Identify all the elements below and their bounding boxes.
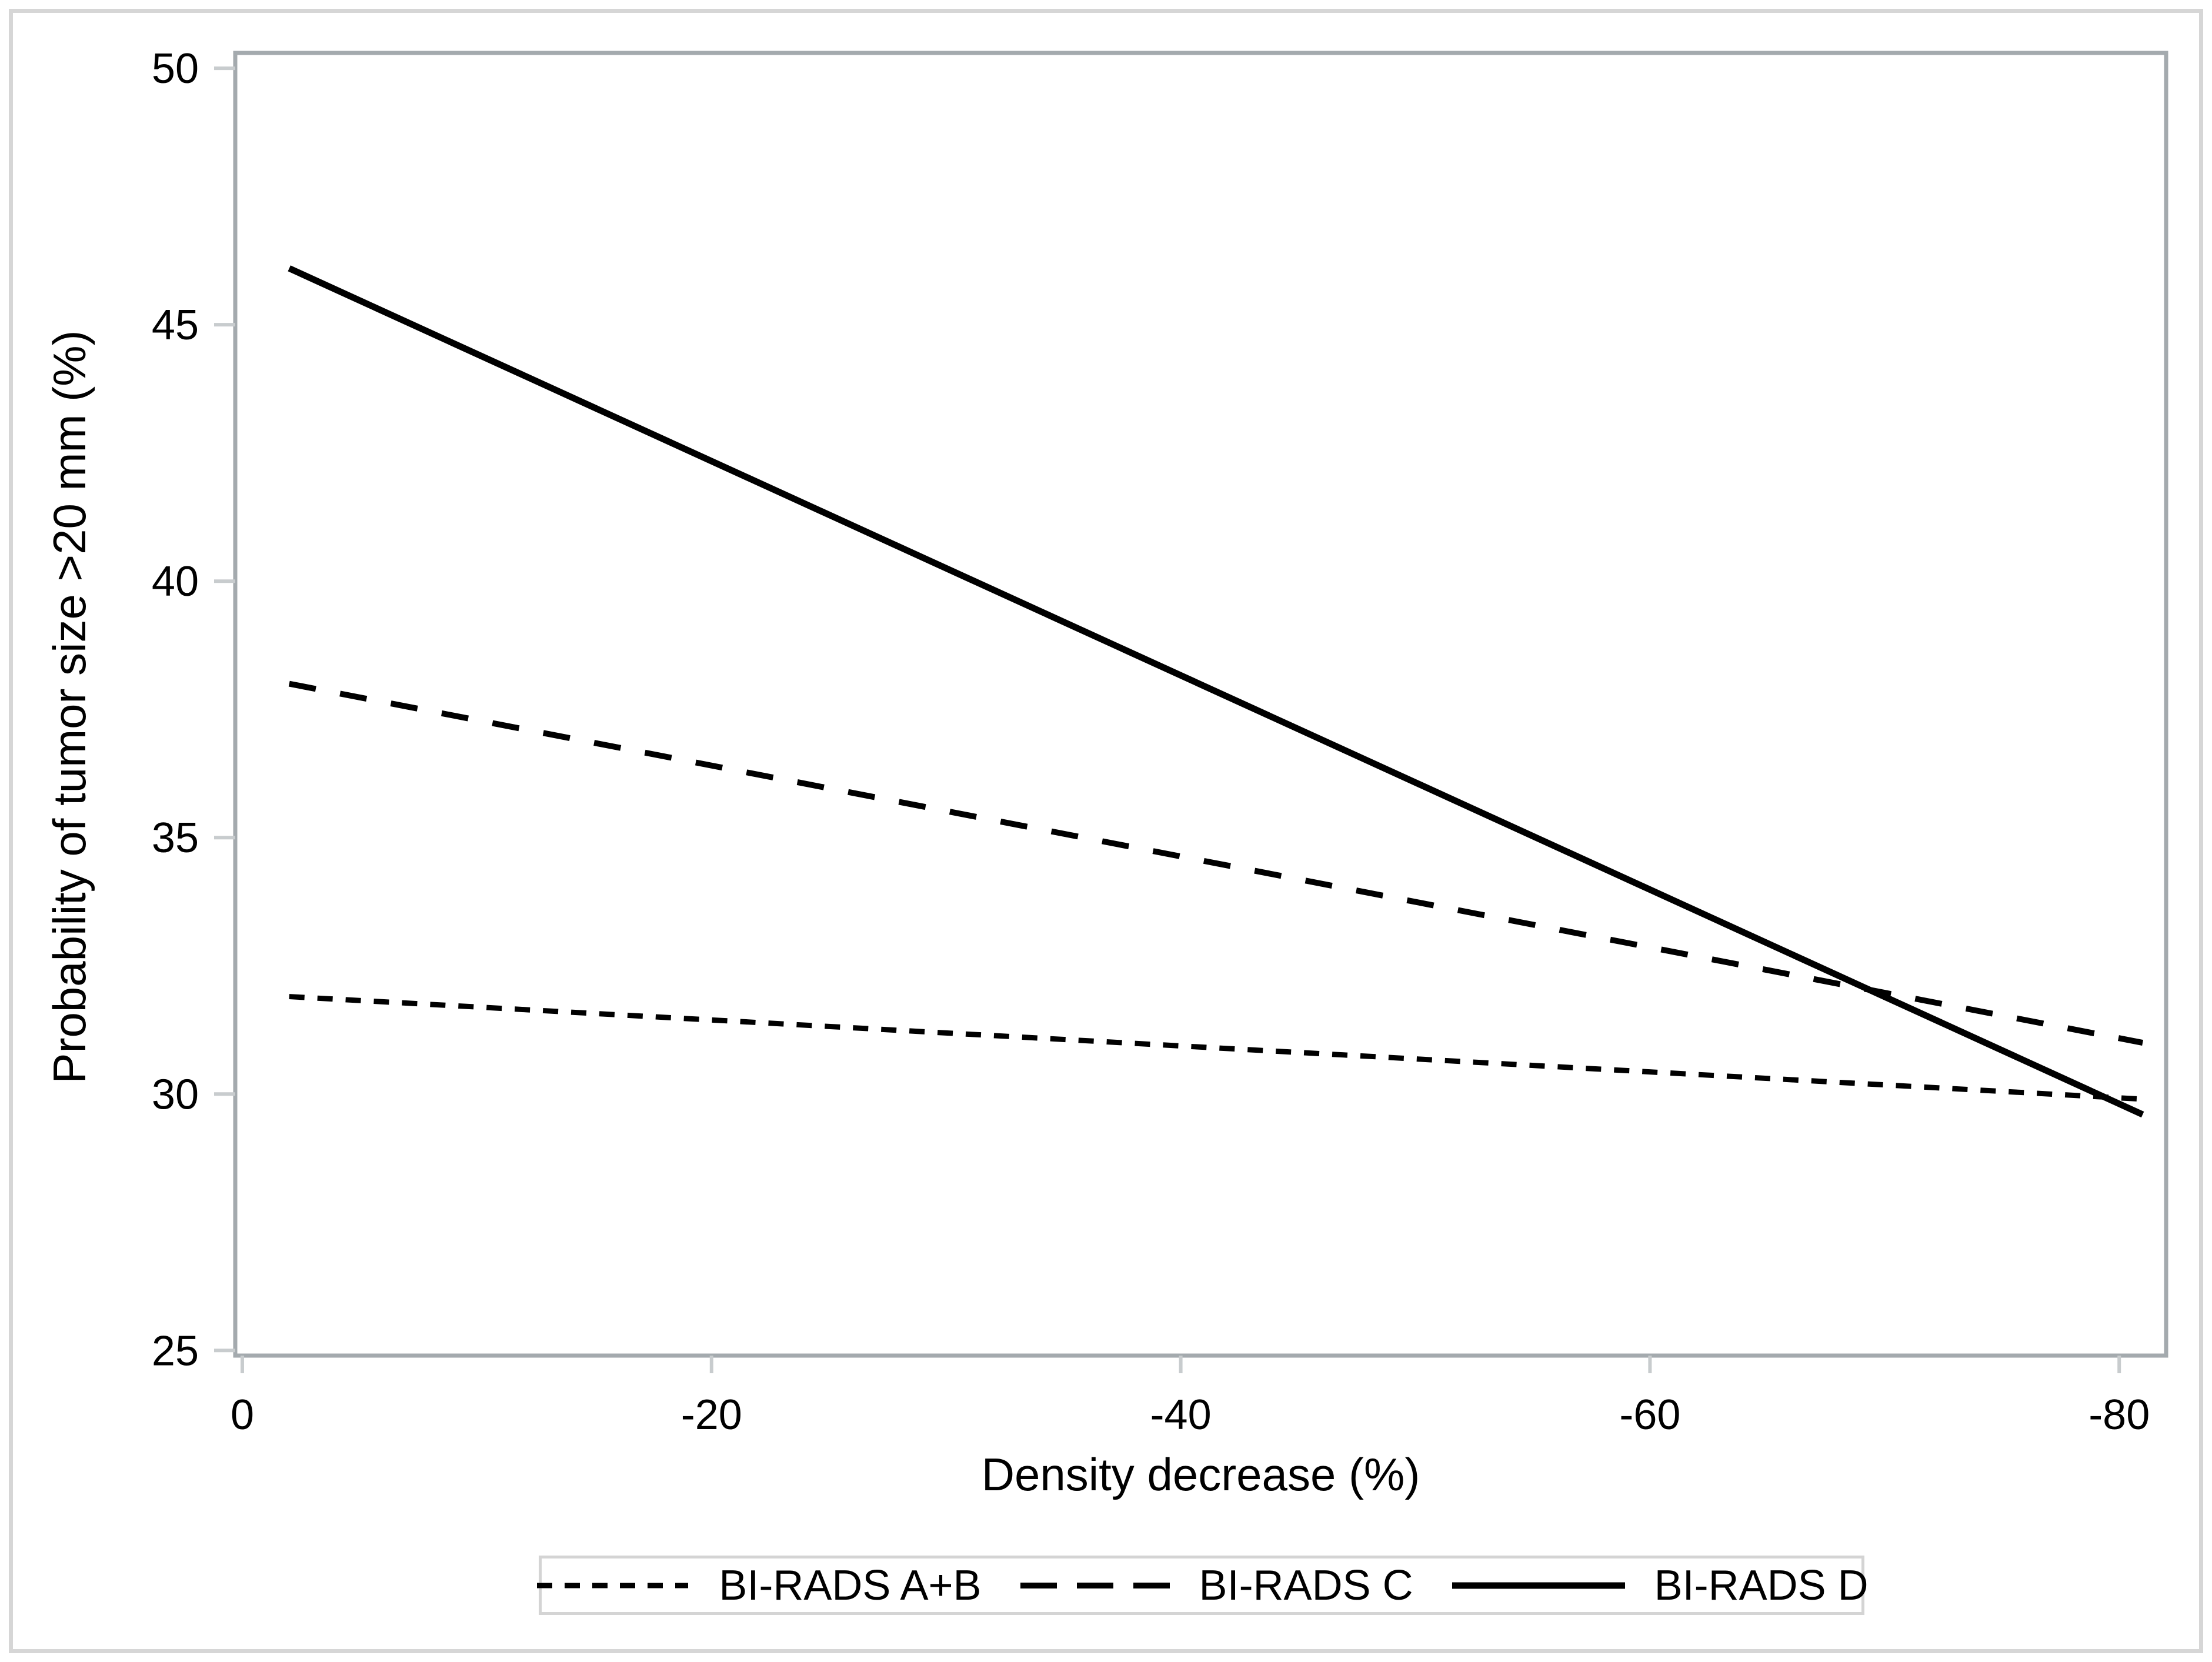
y-tick-label: 30	[152, 1071, 199, 1118]
y-axis-title: Probability of tumor size >20 mm (%)	[44, 330, 95, 1084]
x-tick-label: -80	[2088, 1391, 2150, 1439]
x-tick-label: 0	[231, 1391, 254, 1439]
legend: BI-RADS A+B BI-RADS C BI-RADS D	[537, 1556, 1869, 1615]
y-tick-label: 25	[152, 1327, 199, 1374]
figure-border	[9, 9, 2203, 1653]
x-axis-title: Density decrease (%)	[981, 1449, 1420, 1500]
y-tick-label: 35	[152, 815, 199, 862]
y-tick-label: 40	[152, 558, 199, 605]
x-tick-label: -20	[681, 1391, 742, 1439]
legend-swatch-solid-line	[1452, 1582, 1625, 1588]
series-line-bi-rads-c	[288, 680, 2144, 1046]
plot-frame	[233, 51, 2168, 1358]
legend-swatch-dashed-line	[1020, 1582, 1170, 1588]
x-tick-label: -40	[1150, 1391, 1212, 1439]
series-line-bi-rads-d	[288, 265, 2144, 1118]
y-tick-label: 50	[152, 45, 199, 92]
legend-item-bi-rads-a-b: BI-RADS A+B	[535, 1561, 982, 1610]
x-tick-label: -60	[1619, 1391, 1680, 1439]
legend-swatch-dotted-line	[537, 1583, 689, 1588]
series-line-bi-rads-a-b	[289, 994, 2143, 1102]
legend-item-bi-rads-c: BI-RADS C	[1019, 1561, 1413, 1610]
legend-item-bi-rads-d: BI-RADS D	[1451, 1561, 1869, 1610]
y-tick-label: 45	[152, 302, 199, 349]
legend-label: BI-RADS A+B	[719, 1561, 982, 1609]
legend-label: BI-RADS C	[1199, 1561, 1413, 1609]
legend-label: BI-RADS D	[1654, 1561, 1869, 1609]
